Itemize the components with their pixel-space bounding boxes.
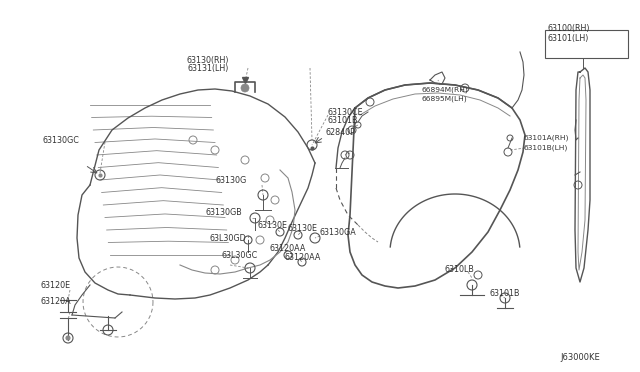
Text: 63L30GD: 63L30GD (210, 234, 247, 243)
Text: 63120AA: 63120AA (270, 244, 307, 253)
Text: 63120AA: 63120AA (285, 253, 321, 263)
Text: 66895M(LH): 66895M(LH) (422, 96, 468, 102)
Text: 63101B(LH): 63101B(LH) (524, 145, 568, 151)
Text: 63120E: 63120E (40, 282, 70, 291)
Text: 63100(RH): 63100(RH) (548, 23, 591, 32)
Text: 63131(LH): 63131(LH) (188, 64, 228, 73)
Circle shape (241, 84, 249, 92)
Text: 63130E: 63130E (288, 224, 318, 232)
Text: 63130GA: 63130GA (320, 228, 356, 237)
Text: 63101B: 63101B (328, 115, 358, 125)
Text: 63130E: 63130E (258, 221, 288, 230)
Text: 63130CE: 63130CE (328, 108, 364, 116)
Text: 63130(RH): 63130(RH) (187, 55, 229, 64)
Text: 63101A(RH): 63101A(RH) (524, 135, 570, 141)
Text: J63000KE: J63000KE (560, 353, 600, 362)
Text: 63L30GC: 63L30GC (222, 251, 258, 260)
Text: 66894M(RH): 66894M(RH) (422, 87, 469, 93)
Text: 63130G: 63130G (215, 176, 246, 185)
Text: 6310LB: 6310LB (445, 266, 475, 275)
Text: 63101B: 63101B (490, 289, 520, 298)
Text: 63120A: 63120A (40, 298, 70, 307)
Circle shape (66, 336, 70, 340)
Text: 63130GB: 63130GB (205, 208, 242, 217)
Text: 63130GC: 63130GC (42, 135, 79, 144)
Text: 62840P: 62840P (326, 128, 356, 137)
Text: 63101(LH): 63101(LH) (548, 33, 589, 42)
